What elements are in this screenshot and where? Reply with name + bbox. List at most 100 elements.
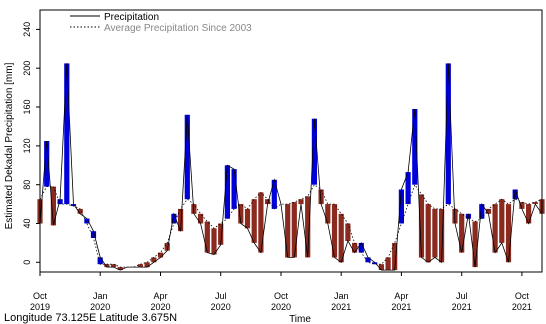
difference-bar-72 bbox=[519, 202, 525, 209]
difference-bar-60 bbox=[439, 208, 445, 263]
x-tick-year-0: 2019 bbox=[30, 302, 50, 312]
x-tick-year-1: 2020 bbox=[90, 302, 110, 312]
x-tick-month-1: Jan bbox=[93, 291, 108, 301]
difference-bar-9 bbox=[97, 257, 103, 265]
x-tick-year-3: 2020 bbox=[211, 302, 231, 312]
average-precipitation-line bbox=[39, 183, 543, 268]
difference-bar-7 bbox=[84, 218, 90, 224]
difference-bar-66 bbox=[479, 204, 485, 219]
difference-bar-34 bbox=[265, 199, 271, 205]
y-tick-label-200: 200 bbox=[22, 61, 32, 76]
difference-bar-56 bbox=[412, 109, 418, 185]
difference-bar-47 bbox=[352, 242, 358, 253]
difference-bar-11 bbox=[111, 264, 117, 268]
difference-bar-18 bbox=[157, 252, 164, 258]
difference-bar-3 bbox=[57, 199, 63, 205]
difference-bar-63 bbox=[459, 213, 465, 253]
x-tick-year-6: 2021 bbox=[391, 302, 411, 312]
legend-average-label: Average Precipitation Since 2003 bbox=[104, 23, 252, 34]
difference-bar-12 bbox=[117, 267, 123, 270]
x-tick-year-2: 2020 bbox=[150, 302, 170, 312]
difference-bar-41 bbox=[311, 118, 317, 185]
difference-bar-39 bbox=[298, 199, 304, 205]
difference-bar-31 bbox=[244, 208, 251, 229]
x-tick-month-3: Jul bbox=[215, 291, 227, 301]
difference-bar-5 bbox=[70, 204, 77, 206]
difference-bar-52 bbox=[385, 257, 391, 270]
difference-bar-6 bbox=[77, 208, 83, 214]
difference-bar-40 bbox=[305, 196, 311, 258]
y-axis-label: Estimated Dekadal Precipitation [mm] bbox=[4, 62, 15, 229]
difference-bar-37 bbox=[285, 204, 291, 258]
difference-bar-69 bbox=[499, 199, 505, 243]
difference-bar-55 bbox=[405, 172, 411, 205]
difference-bar-32 bbox=[251, 199, 257, 243]
difference-bar-28 bbox=[224, 165, 230, 219]
difference-bar-25 bbox=[204, 221, 210, 253]
x-tick-month-5: Jan bbox=[334, 291, 349, 301]
difference-bar-58 bbox=[425, 204, 431, 263]
x-tick-year-5: 2021 bbox=[331, 302, 351, 312]
y-tick-label-0: 0 bbox=[22, 260, 32, 265]
difference-bar-46 bbox=[345, 223, 351, 241]
difference-bar-19 bbox=[164, 242, 170, 251]
x-tick-month-6: Apr bbox=[394, 291, 408, 301]
difference-bar-71 bbox=[512, 189, 518, 200]
x-tick-month-2: Apr bbox=[153, 291, 167, 301]
x-tick-month-0: Oct bbox=[33, 291, 48, 301]
x-tick-year-4: 2020 bbox=[271, 302, 291, 312]
difference-bar-35 bbox=[271, 179, 277, 209]
difference-bar-65 bbox=[472, 221, 478, 268]
difference-bar-2 bbox=[50, 186, 56, 226]
difference-bar-22 bbox=[184, 114, 190, 200]
difference-bar-53 bbox=[392, 242, 398, 271]
difference-bar-48 bbox=[358, 242, 364, 253]
location-coordinates: Longitude 73.125E Latitude 3.675N bbox=[4, 312, 178, 324]
x-tick-month-8: Oct bbox=[515, 291, 530, 301]
difference-bar-73 bbox=[526, 204, 532, 224]
difference-bar-59 bbox=[432, 208, 438, 258]
y-tick-label-240: 240 bbox=[22, 22, 32, 37]
y-tick-label-120: 120 bbox=[22, 138, 32, 153]
difference-bar-51 bbox=[378, 264, 384, 270]
difference-bar-10 bbox=[104, 264, 110, 268]
y-axis: 0 40 80 120 160 200 240 bbox=[22, 22, 40, 265]
x-tick-year-8: 2021 bbox=[512, 302, 532, 312]
difference-bar-24 bbox=[198, 213, 204, 224]
difference-bar-43 bbox=[325, 204, 331, 224]
difference-bar-38 bbox=[291, 202, 297, 258]
difference-bar-21 bbox=[178, 208, 184, 232]
difference-bar-57 bbox=[418, 194, 425, 258]
difference-bar-30 bbox=[238, 204, 244, 224]
x-axis: Oct2019Jan2020Apr2020Jul2020Oct2020Jan20… bbox=[30, 272, 532, 312]
y-tick-label-80: 80 bbox=[22, 180, 32, 190]
series-lines bbox=[39, 63, 543, 271]
difference-bar-68 bbox=[492, 204, 498, 253]
difference-bar-27 bbox=[218, 223, 224, 245]
difference-bar-49 bbox=[365, 257, 371, 263]
x-tick-month-7: Jul bbox=[456, 291, 468, 301]
difference-bar-1 bbox=[44, 141, 50, 187]
difference-bar-42 bbox=[318, 189, 324, 205]
difference-bar-70 bbox=[505, 204, 512, 263]
difference-bar-45 bbox=[338, 213, 344, 263]
difference-bar-50 bbox=[372, 262, 378, 265]
difference-bar-29 bbox=[231, 169, 237, 209]
difference-bar-33 bbox=[258, 192, 264, 253]
difference-bar-74 bbox=[532, 202, 538, 204]
difference-bar-4 bbox=[64, 63, 70, 205]
plot-frame bbox=[39, 9, 543, 273]
y-tick-label-160: 160 bbox=[22, 99, 32, 114]
difference-bar-16 bbox=[144, 262, 150, 268]
y-tick-label-40: 40 bbox=[22, 218, 32, 228]
difference-bar-61 bbox=[445, 63, 451, 205]
x-tick-year-7: 2021 bbox=[452, 302, 472, 312]
x-tick-month-4: Oct bbox=[274, 291, 289, 301]
x-axis-label: Time bbox=[289, 314, 311, 324]
difference-bars bbox=[37, 63, 545, 271]
difference-bar-54 bbox=[398, 189, 404, 224]
difference-bar-26 bbox=[211, 228, 217, 255]
legend: Precipitation Average Precipitation Sinc… bbox=[70, 12, 252, 34]
difference-bar-8 bbox=[90, 231, 97, 238]
